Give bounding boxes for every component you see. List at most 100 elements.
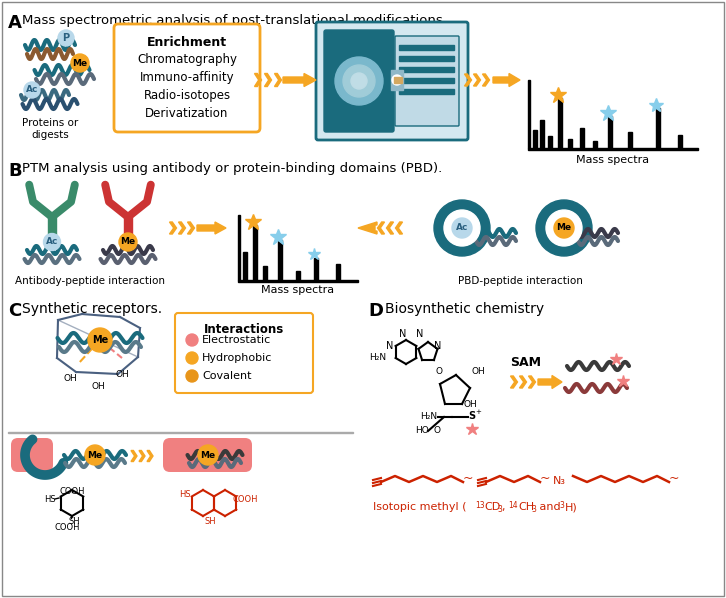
Bar	[628, 132, 632, 148]
Text: CD: CD	[484, 502, 500, 512]
Text: ~: ~	[463, 471, 473, 484]
Bar	[391, 70, 403, 90]
Bar	[124, 217, 132, 240]
Circle shape	[335, 57, 383, 105]
FancyBboxPatch shape	[11, 438, 53, 472]
Polygon shape	[187, 222, 195, 234]
Bar	[558, 98, 562, 148]
Bar	[238, 280, 358, 282]
Circle shape	[186, 334, 198, 346]
Text: ~: ~	[540, 471, 550, 484]
Text: Me: Me	[556, 224, 571, 233]
Text: Proteins or
digests: Proteins or digests	[22, 118, 78, 139]
FancyBboxPatch shape	[175, 313, 313, 393]
Polygon shape	[493, 74, 520, 87]
Text: ,: ,	[502, 502, 509, 512]
Bar	[533, 130, 537, 148]
Text: Derivatization: Derivatization	[145, 107, 229, 120]
Circle shape	[186, 370, 198, 382]
Polygon shape	[520, 376, 526, 388]
Text: N₃: N₃	[553, 476, 566, 486]
Text: OH: OH	[91, 382, 105, 391]
Text: SH: SH	[204, 517, 216, 526]
Text: Ac: Ac	[456, 224, 468, 233]
Text: COOH: COOH	[60, 487, 85, 496]
Circle shape	[186, 352, 198, 364]
Polygon shape	[483, 74, 489, 86]
Polygon shape	[255, 74, 261, 87]
Text: +: +	[475, 409, 481, 415]
Text: B: B	[8, 162, 22, 180]
Circle shape	[343, 65, 375, 97]
Text: Mass spectra: Mass spectra	[261, 285, 335, 295]
Circle shape	[546, 210, 582, 246]
Text: 14: 14	[508, 501, 518, 510]
Text: Electrostatic: Electrostatic	[202, 335, 272, 345]
Polygon shape	[529, 376, 536, 388]
Text: HO: HO	[415, 426, 429, 435]
Circle shape	[119, 233, 137, 251]
Text: HS: HS	[44, 495, 56, 504]
Circle shape	[85, 445, 105, 465]
Bar	[8, 432, 353, 433]
Bar	[394, 77, 402, 83]
Text: S: S	[468, 411, 475, 421]
Polygon shape	[378, 222, 385, 234]
Polygon shape	[139, 450, 145, 462]
Polygon shape	[147, 450, 153, 462]
Bar	[253, 225, 257, 280]
Text: A: A	[8, 14, 22, 32]
Text: Radio-isotopes: Radio-isotopes	[144, 89, 231, 102]
Circle shape	[71, 54, 89, 72]
Polygon shape	[283, 74, 316, 87]
Text: N: N	[386, 341, 393, 351]
FancyBboxPatch shape	[114, 24, 260, 132]
Text: D: D	[368, 302, 383, 320]
Text: OH: OH	[472, 367, 486, 376]
Text: Me: Me	[73, 59, 88, 68]
Bar	[278, 240, 282, 280]
Circle shape	[536, 200, 592, 256]
Polygon shape	[396, 222, 402, 234]
Text: N: N	[399, 329, 407, 339]
Text: N: N	[434, 341, 441, 351]
Bar	[608, 116, 612, 148]
Text: COOH: COOH	[232, 495, 258, 504]
Text: Mass spectra: Mass spectra	[576, 155, 650, 165]
Text: 3: 3	[531, 505, 536, 514]
Text: H): H)	[565, 502, 578, 512]
Text: OH: OH	[63, 374, 77, 383]
Text: H₂N: H₂N	[420, 412, 437, 421]
Text: N: N	[416, 329, 424, 339]
Text: Biosynthetic chemistry: Biosynthetic chemistry	[385, 302, 544, 316]
Bar	[399, 67, 454, 72]
Text: HS: HS	[179, 490, 191, 499]
Text: Me: Me	[92, 335, 108, 345]
Bar	[548, 136, 552, 148]
Bar	[656, 108, 660, 148]
FancyBboxPatch shape	[163, 438, 252, 472]
Text: O: O	[435, 367, 442, 376]
Bar	[593, 141, 597, 148]
Text: OH: OH	[464, 400, 478, 409]
Bar	[238, 215, 240, 280]
Circle shape	[24, 82, 40, 98]
Text: C: C	[8, 302, 21, 320]
Bar	[296, 271, 300, 280]
Text: SAM: SAM	[510, 356, 542, 369]
Text: Interactions: Interactions	[204, 323, 284, 336]
Bar	[399, 45, 454, 50]
Bar	[540, 120, 544, 148]
Polygon shape	[264, 74, 272, 87]
Polygon shape	[473, 74, 481, 86]
Circle shape	[351, 73, 367, 89]
Polygon shape	[465, 74, 471, 86]
Text: Covalent: Covalent	[202, 371, 251, 381]
Text: Immuno-affinity: Immuno-affinity	[139, 71, 234, 84]
Text: Me: Me	[200, 450, 216, 459]
Polygon shape	[386, 222, 393, 234]
Text: Antibody-peptide interaction: Antibody-peptide interaction	[15, 276, 165, 286]
Polygon shape	[538, 376, 562, 389]
Bar	[528, 148, 698, 150]
Text: PTM analysis using antibody or protein-binding domains (PBD).: PTM analysis using antibody or protein-b…	[22, 162, 442, 175]
